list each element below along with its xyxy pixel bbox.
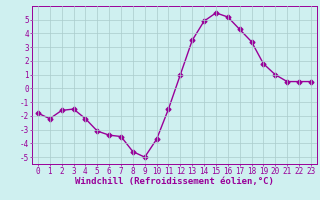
X-axis label: Windchill (Refroidissement éolien,°C): Windchill (Refroidissement éolien,°C) — [75, 177, 274, 186]
